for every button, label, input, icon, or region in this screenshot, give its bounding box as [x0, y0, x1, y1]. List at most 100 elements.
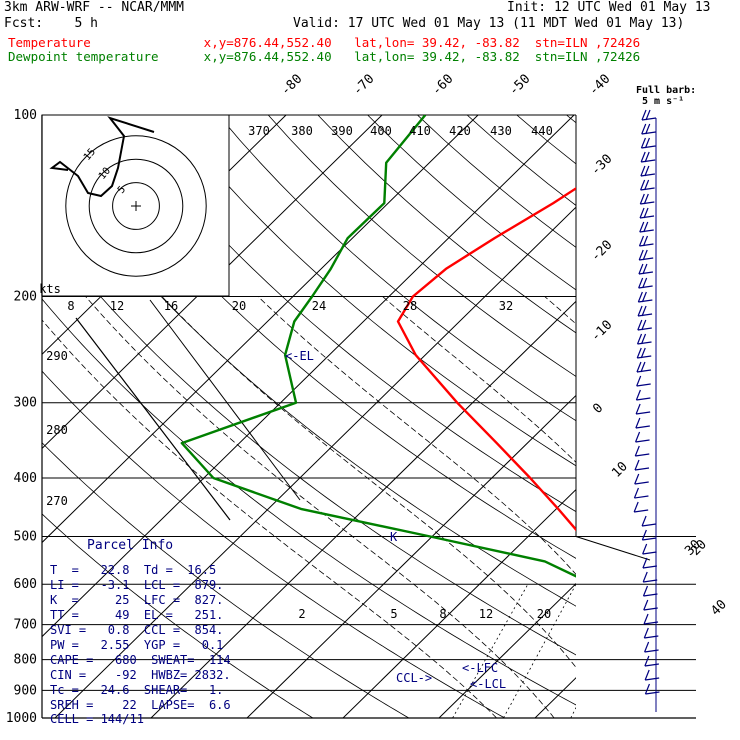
wind-barb [641, 159, 656, 163]
wind-barb-flag [641, 529, 647, 541]
wind-barb-flag [644, 669, 650, 681]
parcel-row: T = 22.8 Td = 16.5 [50, 563, 217, 577]
wind-barb-flag [641, 123, 647, 135]
wind-barb-flag [642, 277, 648, 289]
pressure-tick-label: 900 [14, 683, 37, 698]
dry-adiabat-line [616, 115, 740, 718]
mixing-ratio-line [503, 584, 576, 718]
pressure-tick-label: 700 [14, 618, 37, 633]
wind-barb-flag [640, 165, 646, 177]
pressure-tick-label: 200 [14, 290, 37, 305]
dry-adiabat-line [666, 115, 740, 718]
dry-adiabat-line [267, 115, 576, 377]
temperature-tick-label: -40 [586, 72, 613, 99]
wind-barb [638, 299, 653, 303]
wind-barb [639, 243, 654, 247]
wind-barb [635, 453, 650, 457]
hodograph-speed-label: 28 [403, 299, 417, 313]
temperature-legend: Temperature x,y=876.44,552.40 lat,lon= 3… [8, 35, 641, 50]
el-annotation: <-EL [285, 349, 314, 363]
wind-barb-flag [641, 291, 647, 303]
temperature-tick-label: -70 [350, 72, 377, 99]
wind-barb-flag [643, 599, 649, 611]
theta-tick-label: 420 [449, 124, 471, 138]
wind-barb-flag [634, 445, 640, 457]
wind-barb-flag [642, 249, 648, 261]
wind-barb-flag [637, 305, 643, 317]
wind-barb-flag [643, 221, 649, 233]
wind-barb-flag [644, 137, 650, 149]
wind-barb-flag [640, 333, 647, 345]
wind-barb-flag [642, 235, 649, 247]
isotherm-line [438, 582, 576, 718]
valid-time: Valid: 17 UTC Wed 01 May 13 (11 MDT Wed … [293, 16, 685, 31]
wind-barb-flag [637, 319, 643, 331]
wind-barb [638, 285, 653, 289]
mixing-ratio-tick-label: 2 [298, 607, 305, 621]
wind-barb-flag [638, 263, 644, 275]
wind-barb [636, 369, 652, 373]
pressure-tick-label: 100 [14, 108, 37, 123]
wind-barb-flag [644, 165, 650, 177]
wind-barb [642, 565, 658, 569]
wind-barb-flag [645, 123, 651, 135]
wind-barb [635, 425, 650, 429]
wind-barb [641, 523, 657, 527]
wind-barb-flag [643, 193, 649, 205]
wind-barb [637, 341, 652, 345]
wind-barb-flag [638, 277, 644, 289]
wind-barb [643, 579, 658, 583]
wind-barb [645, 691, 660, 695]
wind-barb-flag [637, 291, 643, 303]
dewpoint-legend: Dewpoint temperature x,y=876.44,552.40 l… [8, 49, 641, 64]
wind-barb-flag [638, 249, 644, 261]
wind-barb-flag [640, 137, 646, 149]
dry-adiabat-line [42, 513, 314, 718]
wind-barb-flag [643, 207, 649, 219]
dry-adiabat-line [367, 115, 576, 291]
wind-barb [639, 215, 655, 219]
wind-barb [642, 537, 657, 541]
pressure-tick-label: 800 [14, 653, 37, 668]
wind-barb-flag [634, 473, 640, 485]
isotherm-line [631, 115, 740, 718]
wind-barb [641, 145, 656, 149]
wind-barb-flag [636, 375, 642, 387]
parcel-row: SVI = 0.8 CCL = 854. [50, 623, 224, 637]
pressure-tick-label: 300 [14, 396, 37, 411]
wind-barb-flag [641, 109, 647, 121]
hodograph-speed-label: 8 [67, 299, 74, 313]
wind-barb [638, 271, 654, 275]
dewpoint-curve [180, 115, 576, 578]
isotherm-line [342, 488, 576, 718]
isotherm-line [42, 115, 575, 638]
barb-legend-label: Full barb: [636, 85, 696, 96]
wind-barb-flag [638, 235, 645, 247]
wind-barb-flag [643, 613, 649, 625]
wind-barb [634, 481, 649, 485]
hodograph-trace [49, 116, 155, 198]
hodograph-ring [65, 135, 207, 277]
isotherm-line [42, 115, 383, 450]
theta-tick-label: 410 [409, 124, 431, 138]
wind-barb [641, 117, 657, 121]
temperature-tick-label: 10 [609, 459, 631, 481]
wind-barb-flag [636, 361, 642, 373]
temperature-tick-label: -20 [588, 238, 615, 265]
model-title: 3km ARW-WRF -- NCAR/MMM [4, 0, 185, 15]
wind-barb-flag [641, 319, 647, 331]
hodograph-axis-line [75, 317, 231, 521]
wind-barb [643, 607, 658, 611]
mixing-ratio-tick-label: 5 [390, 607, 397, 621]
wind-barb-flag [633, 487, 639, 499]
hodograph-ring [112, 182, 160, 230]
wind-barb-flag [633, 501, 639, 513]
barb-legend-unit: 5 m s⁻¹ [642, 96, 684, 107]
wind-barb [640, 201, 655, 205]
wind-barb-flag [635, 403, 641, 415]
wind-barb [645, 677, 660, 681]
parcel-row: Tc = 24.6 SHEAR= 1. [50, 683, 224, 697]
dry-adiabat-line [218, 115, 576, 422]
wind-barb-flag [640, 151, 646, 163]
theta-tick-label: 400 [370, 124, 392, 138]
